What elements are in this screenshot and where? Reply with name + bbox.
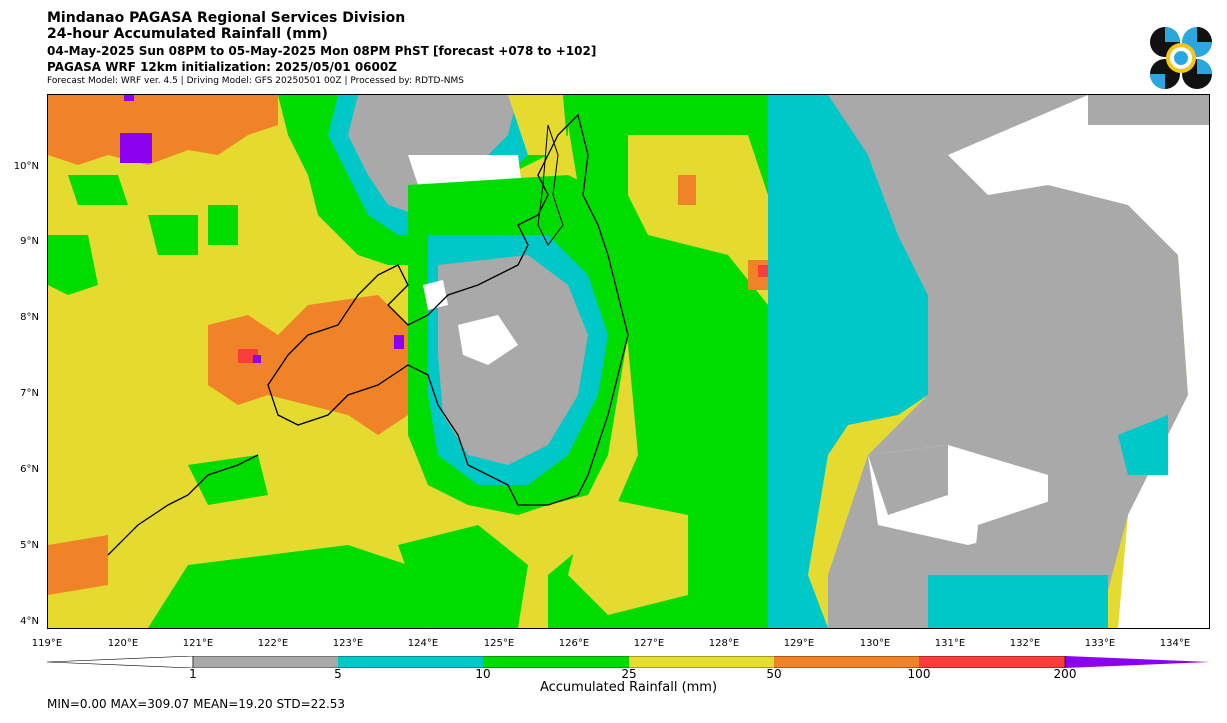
forecast-period: 04-May-2025 Sun 08PM to 05-May-2025 Mon … (47, 44, 597, 58)
lon-label: 120°E (107, 638, 139, 649)
colorbar (47, 656, 1210, 668)
colorbar-tick: 200 (1053, 667, 1077, 681)
map-title: Mindanao PAGASA Regional Services Divisi… (47, 10, 406, 26)
lon-label: 129°E (783, 638, 815, 649)
lon-label: 126°E (558, 638, 590, 649)
lon-label: 121°E (182, 638, 214, 649)
lon-label: 119°E (31, 638, 63, 649)
lon-label: 127°E (633, 638, 665, 649)
rainfall-map (47, 94, 1210, 629)
lon-label: 123°E (332, 638, 364, 649)
lat-label: 4°N (20, 616, 39, 627)
lon-label: 132°E (1009, 638, 1041, 649)
lon-label: 125°E (483, 638, 515, 649)
lat-label: 5°N (20, 540, 39, 551)
lat-label: 8°N (20, 312, 39, 323)
colorbar-tick: 1 (189, 667, 197, 681)
lon-label: 128°E (708, 638, 740, 649)
lat-label: 10°N (13, 161, 39, 172)
lon-label: 122°E (257, 638, 289, 649)
lon-label: 124°E (407, 638, 439, 649)
colorbar-tick: 100 (907, 667, 931, 681)
lon-label: 134°E (1159, 638, 1191, 649)
colorbar-tick: 10 (475, 667, 491, 681)
colorbar-tick: 50 (766, 667, 782, 681)
lon-label: 133°E (1084, 638, 1116, 649)
statistics-text: MIN=0.00 MAX=309.07 MEAN=19.20 STD=22.53 (47, 697, 346, 711)
lon-label: 130°E (859, 638, 891, 649)
pagasa-logo-icon (1150, 27, 1212, 89)
lat-label: 6°N (20, 464, 39, 475)
colorbar-title: Accumulated Rainfall (mm) (539, 680, 718, 695)
colorbar-tick: 5 (334, 667, 342, 681)
model-info: Forecast Model: WRF ver. 4.5 | Driving M… (47, 76, 464, 86)
map-subtitle: 24-hour Accumulated Rainfall (mm) (47, 26, 328, 42)
lat-label: 7°N (20, 388, 39, 399)
initialization-info: PAGASA WRF 12km initialization: 2025/05/… (47, 60, 397, 74)
colorbar-tick: 25 (621, 667, 637, 681)
lat-label: 9°N (20, 236, 39, 247)
lon-label: 131°E (934, 638, 966, 649)
